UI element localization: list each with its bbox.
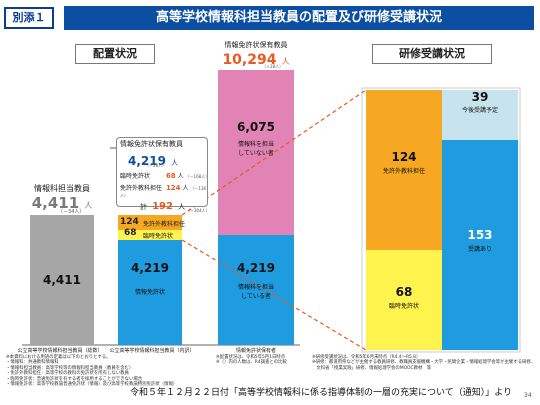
note-middle-line: ※（）内の人数は、R4調査との比較 — [216, 360, 287, 366]
callout-menkyo-diff: （－136人） — [120, 186, 207, 198]
training-rinji-yellow — [366, 250, 442, 350]
notes-right: ※研修受講状況は、令和5年6月末時点（R4.4～R5.8） ※研修：都道府県など… — [312, 355, 536, 371]
placement-heading: 配置状況 — [75, 44, 155, 64]
right-lower-text2: している者 — [241, 293, 271, 300]
middle-rinji-value: 68 — [124, 228, 137, 238]
callout-value: 4,219 — [128, 154, 166, 168]
middle-menkyo-text: 免許外教科担任 — [143, 221, 186, 228]
bar-total-gray — [30, 215, 94, 345]
right-top-value-row: 10,294 人 — [202, 49, 310, 68]
right-lower-value: 4,219 — [237, 261, 275, 275]
left-total-value: 4,411 — [31, 194, 80, 212]
callout-total-diff: （－304人） — [186, 208, 210, 213]
training-juko-value: 153 — [467, 228, 493, 242]
callout-rinji-unit: 人 — [177, 173, 184, 180]
training-yotei-value: 39 — [471, 90, 489, 104]
callout-rinji-value: 68 — [165, 172, 176, 180]
callout-total-unit: 人 — [178, 203, 186, 211]
attachment-tag: 別添１ — [4, 7, 54, 29]
right-top-unit: 人 — [281, 57, 290, 66]
callout-total-row: 計 192 人 — [140, 194, 185, 213]
training-menkyo-orange — [366, 90, 442, 250]
note-left-line: ・情報免許状：高等学校教諭普通免許状（情報）及び高等学校教諭特別免許状（情報） — [6, 382, 178, 388]
training-heading: 研修受講状況 — [372, 44, 492, 64]
bar-mitanto-pink — [218, 70, 294, 235]
bar-menkyo-orange — [118, 215, 182, 230]
axis-label-hoyu: 情報免許状保有者 — [235, 348, 276, 354]
bar-rinji-yellow — [118, 230, 182, 240]
axis-label-breakdown: 公立高等学校情報科担当教員（内訳） — [109, 348, 195, 354]
note-right-line: ※研修受講状況は、令和5年6月末時点（R4.4～R5.8） — [312, 355, 421, 360]
callout-total-value: 192 — [152, 201, 173, 212]
left-bar-value: 4,411 — [43, 273, 81, 287]
right-top-diff: （＋28人） — [262, 64, 284, 69]
left-total-diff: （－34人） — [58, 209, 85, 215]
bar-tanto-blue — [218, 235, 294, 345]
callout-rinji-diff: （－168人） — [185, 174, 210, 179]
bar-hoyu-blue — [118, 240, 182, 345]
right-top-caption: 情報免許状保有教員 — [224, 41, 288, 49]
training-juko-blue — [442, 140, 518, 350]
note-left-line: ※本資料における用語の定義は以下のとおりとする。 — [6, 355, 111, 360]
callout-row-menkyo: 免許外教科担任 124 人 （－136人） — [120, 183, 210, 199]
footer-source: 令和５年１２月２２日付「高等学校情報科に係る指導体制の一層の充実について（通知）… — [130, 388, 513, 398]
callout-diff: （－28人） — [145, 163, 167, 168]
right-lower-text1: 情報科を担当 — [237, 284, 274, 291]
left-total-unit: 人 — [84, 201, 93, 210]
middle-hoyu-value: 4,219 — [131, 261, 169, 275]
middle-hoyu-text: 情報免許状 — [134, 289, 165, 296]
note-right-line: ※研修：都道府県などが主催する教員研修、教職員支援機構・大学・民間企業・情報処理… — [312, 360, 536, 366]
right-upper-text1: 情報科を担当 — [237, 141, 274, 148]
middle-menkyo-value: 124 — [120, 217, 139, 227]
note-left-line: ・免許外教科担任：高等学校の教科の免許状を所有しない教員 — [6, 371, 129, 377]
training-rinji-value: 68 — [395, 285, 413, 299]
axis-label-total: 公立高等学校情報科担当教員（総数） — [17, 348, 103, 354]
connector-top — [181, 89, 367, 216]
callout-menkyo-label: 免許外教科担任 — [120, 185, 163, 192]
page-number: 34 — [524, 392, 532, 399]
callout-value-row: 4,219 人 — [128, 150, 178, 169]
training-menkyo-text: 免許外教科担任 — [382, 168, 425, 175]
notes-left: ※本資料における用語の定義は以下のとおりとする。 ・情報科：共通教科情報科 ・情… — [6, 355, 206, 387]
right-top-value: 10,294 — [222, 52, 277, 68]
right-upper-value: 6,075 — [237, 120, 275, 134]
callout-menkyo-value: 124 — [165, 184, 181, 192]
training-menkyo-value: 124 — [391, 150, 417, 164]
callout-menkyo-unit: 人 — [182, 185, 189, 192]
callout-row-rinji: 臨時免許状 68 人 （－168人） — [120, 171, 210, 180]
training-rinji-text: 臨時免許状 — [388, 303, 419, 310]
training-yotei-lightblue — [442, 90, 518, 140]
note-left-line: ・情報科：共通教科情報科 — [6, 360, 59, 366]
connector-bottom — [181, 239, 367, 351]
left-caption-total: 4,411 人 — [22, 193, 102, 212]
callout-box — [116, 137, 208, 207]
middle-rinji-text: 臨時免許状 — [143, 233, 174, 240]
callout-total-prefix: 計 — [140, 203, 147, 211]
note-middle-line: ※配置状況は、令和5年5月1日時点 — [216, 355, 286, 360]
training-frame — [361, 87, 521, 353]
callout-unit: 人 — [171, 159, 179, 167]
note-left-line: ・臨時免許状：普通免許状を有する者を採用することができない場合 — [6, 376, 143, 382]
training-yotei-text: 今後受講予定 — [461, 107, 498, 114]
right-upper-text2: していない者 — [238, 150, 274, 157]
callout-title: 情報免許状保有教員 — [120, 140, 183, 148]
training-juko-text: 受講あり — [467, 246, 492, 253]
note-right-line: 文科省「授業実践」研修、情報処理学会のMOOC教材 等 — [312, 365, 432, 371]
notes-middle: ※配置状況は、令和5年5月1日時点 ※（）内の人数は、R4調査との比較 — [216, 355, 306, 366]
left-caption-title: 情報科担当教員 — [34, 184, 90, 193]
callout-rinji-label: 臨時免許状 — [120, 173, 151, 180]
page-title: 高等学校情報科担当教員の配置及び研修受講状況 — [64, 6, 534, 30]
note-left-line: ・情報科担当教員：高等学校等の情報科担当教員（教員を含む） — [6, 365, 134, 371]
